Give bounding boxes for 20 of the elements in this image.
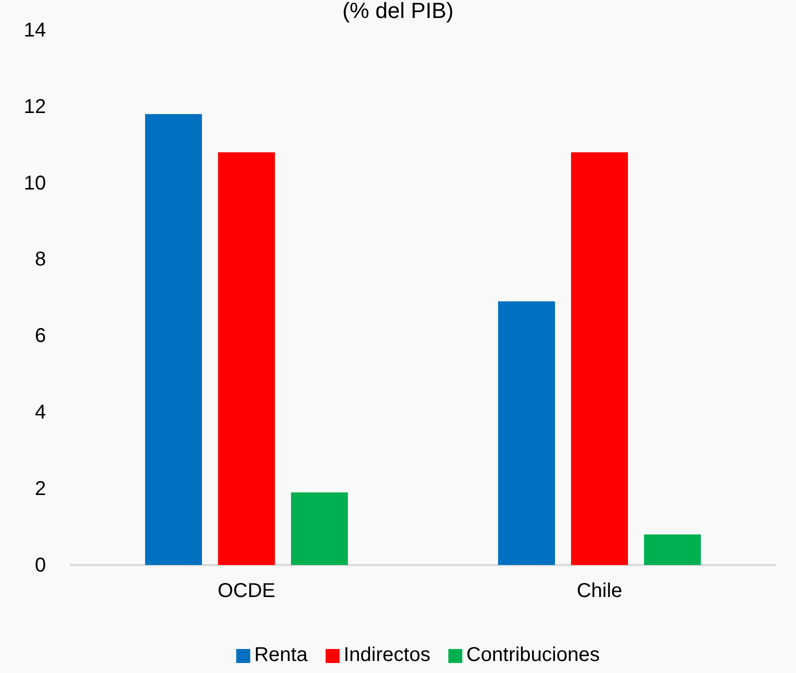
y-tick-label: 12	[24, 96, 46, 118]
bar	[644, 534, 701, 565]
legend-label: Renta	[254, 644, 308, 666]
y-tick-label: 2	[34, 478, 46, 500]
y-tick-label: 4	[34, 402, 46, 424]
chart-title: (% del PIB)	[342, 0, 454, 23]
legend-label: Indirectos	[344, 644, 430, 666]
legend-label: Contribuciones	[466, 644, 600, 666]
y-tick-label: 0	[34, 554, 46, 576]
x-tick-label: OCDE	[218, 580, 276, 602]
bar	[498, 301, 555, 565]
bar	[145, 114, 202, 565]
bar	[571, 152, 628, 565]
x-tick-label: Chile	[576, 580, 622, 602]
bar	[218, 152, 275, 565]
y-tick-label: 14	[24, 19, 46, 42]
y-tick-label: 10	[24, 172, 46, 194]
y-tick-label: 8	[34, 248, 46, 271]
bar	[291, 492, 348, 565]
y-tick-label: 6	[34, 325, 46, 348]
